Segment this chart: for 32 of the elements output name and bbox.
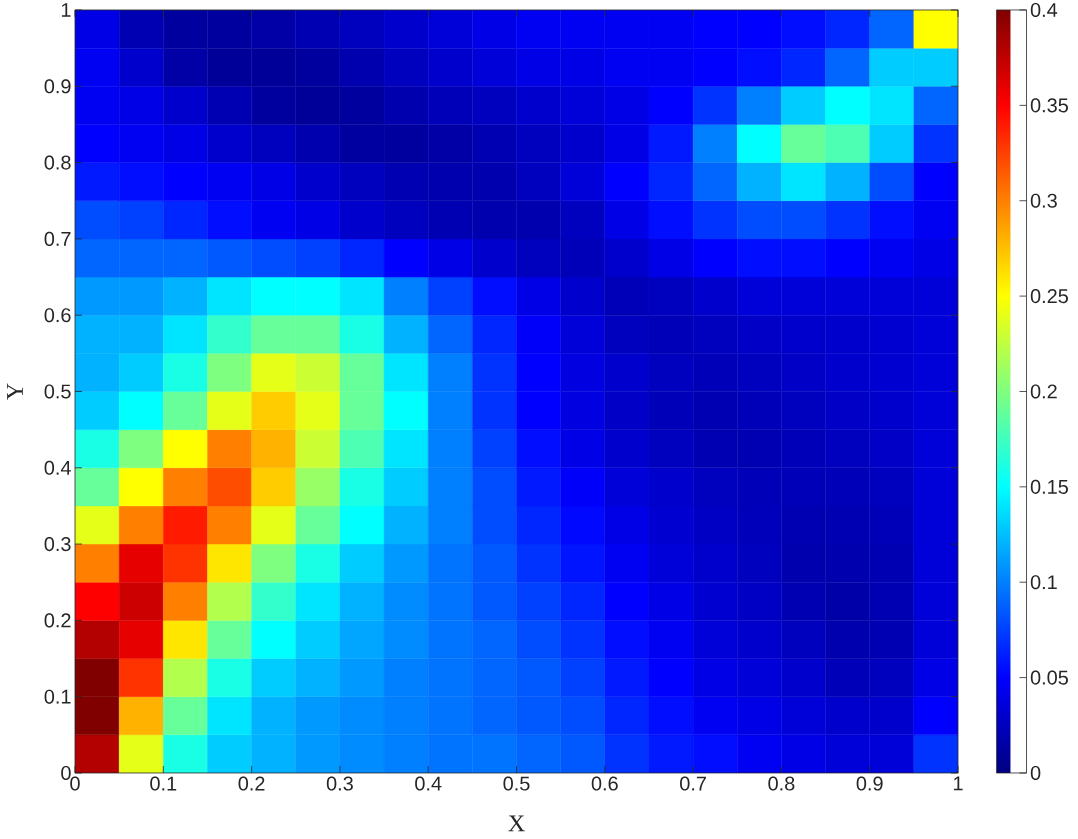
color-bar-label: 0.25 <box>1030 289 1068 304</box>
x-tick-label: 0.7 <box>680 776 706 791</box>
color-bar-label: 0 <box>1030 765 1041 781</box>
x-tick-label: 0.4 <box>415 776 442 791</box>
color-bar-label: 0.3 <box>1030 193 1057 208</box>
color-bar-label: 0.4 <box>1030 2 1058 18</box>
y-tick-label: 0.8 <box>44 155 71 170</box>
color-bar-label: 0.15 <box>1030 479 1068 494</box>
y-tick-label: 0.9 <box>44 79 71 94</box>
y-tick-label: 0.2 <box>44 613 71 628</box>
color-bar-label: 0.35 <box>1030 98 1068 113</box>
x-tick-label: 0.2 <box>238 776 265 791</box>
y-tick-label: 0.3 <box>44 537 71 552</box>
y-tick-label: 0.7 <box>44 231 71 246</box>
x-tick-label: 1 <box>953 776 963 791</box>
x-tick-label: 0.5 <box>503 776 530 791</box>
color-bar-label: 0.05 <box>1030 670 1068 685</box>
y-tick-label: 0 <box>61 765 71 781</box>
color-bar-label: 0.1 <box>1030 575 1057 590</box>
x-axis-title: X <box>508 815 525 832</box>
x-tick-label: 0.1 <box>150 776 177 791</box>
y-tick-label: 0.6 <box>44 308 71 323</box>
x-tick-label: 0.6 <box>591 776 618 791</box>
y-axis-title: Y <box>7 383 23 400</box>
y-tick-label: 0.4 <box>44 460 71 475</box>
x-tick-label: 0.9 <box>856 776 883 791</box>
y-tick-label: 0.5 <box>44 384 71 399</box>
x-tick-label: 0.8 <box>768 776 795 791</box>
x-tick-label: 0.3 <box>326 776 353 791</box>
y-tick-label: 1 <box>61 3 71 17</box>
color-bar-label: 0.2 <box>1030 384 1057 399</box>
y-tick-label: 0.1 <box>44 689 71 704</box>
